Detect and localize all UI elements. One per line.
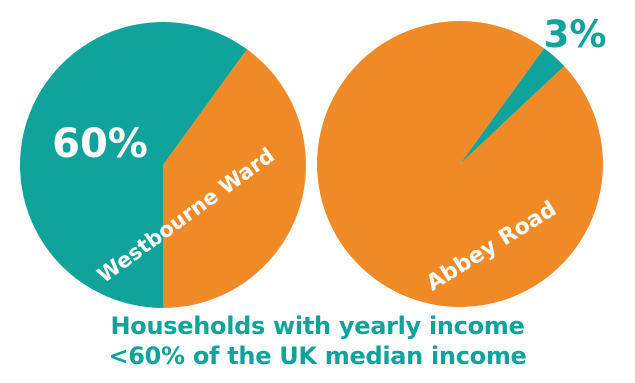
abbey-orange-slice [316,20,603,307]
abbey-value-label: 3% [544,13,607,56]
abbey-teal-slice [460,48,565,165]
westbourne-teal-slice [19,21,248,308]
westbourne-orange-slice [163,49,306,309]
caption-line-1: Households with yearly income [110,312,525,340]
caption-line-2: <60% of the UK median income [108,342,527,370]
pie-westbourne-ward [19,21,306,309]
pie-abbey-road [316,20,603,307]
westbourne-value-label: 60% [52,121,148,167]
